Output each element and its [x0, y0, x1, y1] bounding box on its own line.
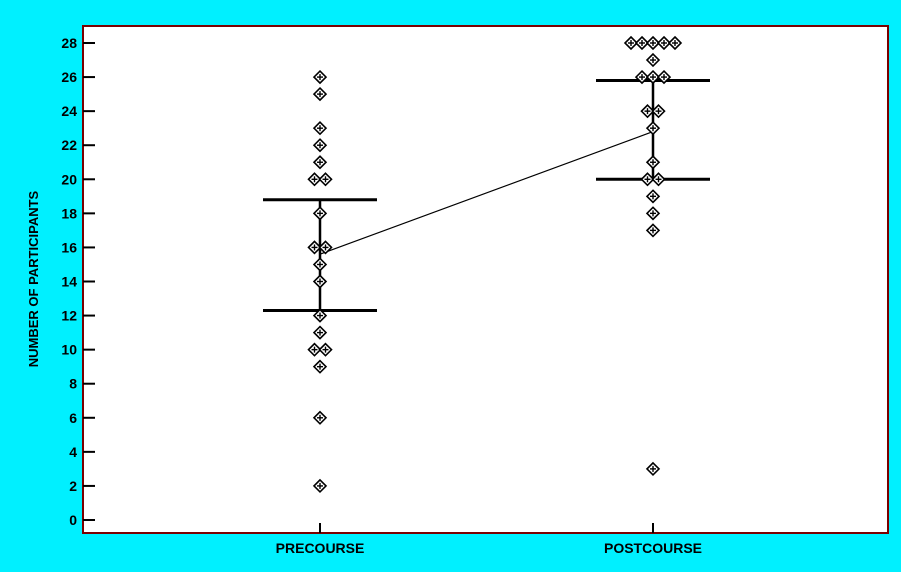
data-point — [312, 69, 328, 85]
data-point — [307, 172, 322, 187]
y-axis-label: NUMBER OF PARTICIPANTS — [26, 190, 41, 367]
data-point — [312, 478, 328, 494]
data-point — [318, 342, 333, 357]
y-tick-label: 20 — [61, 171, 77, 187]
data-point — [667, 35, 683, 51]
data-point — [312, 121, 328, 136]
data-point — [656, 69, 672, 85]
data-point — [312, 359, 328, 374]
mean-connector-line — [319, 131, 654, 255]
y-tick-label: 24 — [61, 103, 77, 119]
data-point — [307, 240, 322, 255]
y-tick-label: 18 — [61, 205, 77, 221]
data-point — [312, 274, 328, 289]
y-tick-label: 4 — [69, 444, 77, 460]
data-point — [312, 138, 328, 153]
data-point — [307, 342, 322, 357]
x-axis-ticks: PRECOURSE POSTCOURSE — [276, 523, 702, 556]
data-point — [312, 410, 328, 425]
data-point — [645, 155, 661, 170]
y-tick-label: 10 — [61, 342, 77, 358]
plot-area — [82, 25, 889, 534]
data-point — [623, 35, 639, 51]
data-point — [312, 86, 328, 102]
data-point — [645, 35, 661, 51]
x-tick-label: POSTCOURSE — [604, 540, 702, 556]
data-point — [645, 206, 661, 221]
y-tick-label: 2 — [69, 478, 77, 494]
data-point — [656, 35, 672, 51]
data-point — [312, 257, 328, 272]
y-tick-label: 6 — [69, 410, 77, 426]
data-point — [640, 104, 655, 119]
y-tick-label: 12 — [61, 308, 77, 324]
data-point — [634, 69, 650, 85]
data-point — [312, 308, 328, 323]
y-tick-label: 26 — [61, 69, 77, 85]
data-point — [651, 172, 666, 187]
y-tick-label: 22 — [61, 137, 77, 153]
data-point — [312, 206, 328, 221]
y-tick-label: 16 — [61, 239, 77, 255]
data-point — [634, 35, 650, 51]
data-point — [645, 223, 661, 238]
data-point — [318, 172, 333, 187]
data-point — [312, 155, 328, 170]
data-point — [318, 240, 333, 255]
data-point — [640, 172, 655, 187]
y-tick-label: 0 — [69, 512, 77, 528]
data-point — [645, 461, 661, 477]
data-point — [645, 121, 661, 136]
data-point — [645, 69, 661, 85]
data-point — [645, 189, 661, 204]
y-tick-label: 28 — [61, 35, 77, 51]
data-point — [651, 104, 666, 119]
data-point — [645, 52, 661, 68]
y-tick-label: 14 — [61, 274, 77, 290]
data-point — [312, 325, 328, 340]
data-marks — [263, 35, 710, 494]
y-tick-label: 8 — [69, 376, 77, 392]
x-tick-label: PRECOURSE — [276, 540, 365, 556]
